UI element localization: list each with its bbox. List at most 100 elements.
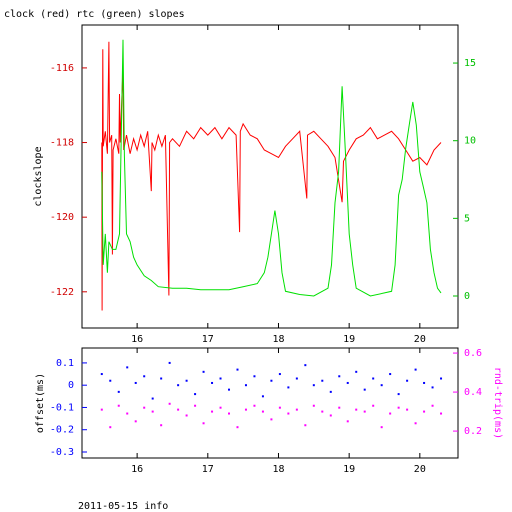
- data-point: [134, 381, 137, 384]
- data-point: [304, 424, 307, 427]
- data-point: [278, 373, 281, 376]
- data-point: [321, 410, 324, 413]
- footer: 2011-05-15 info: [78, 501, 168, 512]
- data-point: [278, 406, 281, 409]
- data-point: [372, 377, 375, 380]
- y-tick-label: -0.1: [50, 402, 74, 413]
- data-point: [287, 412, 290, 415]
- data-point: [236, 368, 239, 371]
- y-axis-label: offset(ms): [35, 373, 46, 433]
- data-point: [270, 418, 273, 421]
- data-point: [287, 386, 290, 389]
- data-point: [143, 406, 146, 409]
- data-point: [109, 379, 112, 382]
- x-tick-label: 18: [272, 334, 284, 345]
- x-tick-label: 18: [272, 464, 284, 475]
- data-point: [397, 406, 400, 409]
- data-point: [346, 420, 349, 423]
- x-tick-label: 19: [343, 334, 355, 345]
- data-point: [261, 410, 264, 413]
- data-point: [380, 426, 383, 429]
- data-point: [355, 370, 358, 373]
- data-point: [346, 381, 349, 384]
- data-point: [168, 361, 171, 364]
- plot-frame: [81, 347, 459, 459]
- data-point: [440, 377, 443, 380]
- data-point: [202, 370, 205, 373]
- y-axis-label: clockslope: [33, 146, 44, 206]
- data-point: [440, 412, 443, 415]
- data-point: [312, 404, 315, 407]
- x-tick-label: 19: [343, 464, 355, 475]
- data-point: [185, 379, 188, 382]
- y2-tick-label: 5: [464, 213, 470, 224]
- y-tick-label: -0.2: [50, 425, 74, 436]
- data-point: [380, 384, 383, 387]
- data-point: [397, 393, 400, 396]
- data-point: [423, 381, 426, 384]
- y-tick-label: -122: [50, 287, 74, 298]
- x-tick-label: 20: [414, 334, 426, 345]
- data-point: [100, 408, 103, 411]
- x-tick-label: 17: [202, 464, 214, 475]
- data-point: [151, 410, 154, 413]
- data-point: [431, 386, 434, 389]
- data-line: [101, 41, 442, 311]
- data-point: [270, 379, 273, 382]
- data-point: [236, 426, 239, 429]
- y2-tick-label: 15: [464, 58, 476, 69]
- data-point: [160, 377, 163, 380]
- data-point: [261, 395, 264, 398]
- data-point: [219, 406, 222, 409]
- data-point: [253, 375, 256, 378]
- x-tick-label: 20: [414, 464, 426, 475]
- y2-tick-label: 0: [464, 291, 470, 302]
- data-point: [312, 384, 315, 387]
- data-point: [295, 377, 298, 380]
- data-point: [117, 404, 120, 407]
- data-point: [151, 397, 154, 400]
- data-point: [185, 414, 188, 417]
- data-point: [168, 402, 171, 405]
- data-point: [295, 408, 298, 411]
- data-point: [177, 408, 180, 411]
- y-tick-label: 0.1: [56, 358, 74, 369]
- data-point: [219, 377, 222, 380]
- data-point: [423, 410, 426, 413]
- data-point: [321, 379, 324, 382]
- data-point: [194, 393, 197, 396]
- data-point: [389, 373, 392, 376]
- y2-tick-label: 0.2: [464, 426, 482, 437]
- y-tick-label: 0: [68, 380, 74, 391]
- y-tick-label: -0.3: [50, 447, 74, 458]
- y2-tick-label: 0.4: [464, 387, 482, 398]
- y-tick-label: -120: [50, 212, 74, 223]
- chart-title: clock (red) rtc (green) slopes: [4, 9, 185, 20]
- data-point: [253, 404, 256, 407]
- data-point: [228, 388, 231, 391]
- data-point: [406, 379, 409, 382]
- x-tick-label: 16: [131, 464, 143, 475]
- y2-axis-label: rnd-trip(ms): [492, 367, 503, 439]
- data-point: [228, 412, 231, 415]
- data-point: [406, 408, 409, 411]
- data-point: [117, 390, 120, 393]
- y2-tick-label: 10: [464, 136, 476, 147]
- data-point: [100, 373, 103, 376]
- y-tick-label: -118: [50, 138, 74, 149]
- data-point: [244, 384, 247, 387]
- data-point: [177, 384, 180, 387]
- x-tick-label: 17: [202, 334, 214, 345]
- data-point: [329, 390, 332, 393]
- data-point: [338, 375, 341, 378]
- data-point: [244, 408, 247, 411]
- data-line: [101, 39, 442, 297]
- data-point: [194, 404, 197, 407]
- data-point: [160, 424, 163, 427]
- x-tick-label: 16: [131, 334, 143, 345]
- plot-frame: [81, 24, 459, 329]
- data-point: [202, 422, 205, 425]
- data-point: [211, 410, 214, 413]
- data-point: [143, 375, 146, 378]
